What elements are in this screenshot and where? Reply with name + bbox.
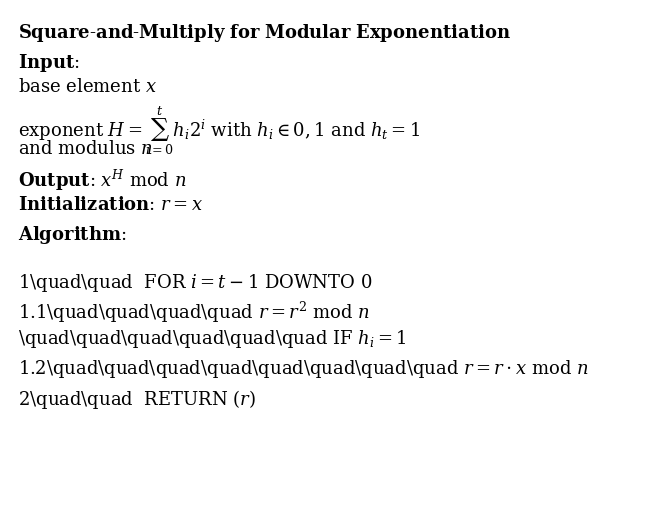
Text: $\mathbf{Initialization}$: $r = x$: $\mathbf{Initialization}$: $r = x$	[18, 196, 203, 214]
Text: \quad\quad\quad\quad\quad\quad IF $h_i = 1$: \quad\quad\quad\quad\quad\quad IF $h_i =…	[18, 328, 407, 350]
Text: exponent $H = \sum_{i=0}^{t} h_i 2^i$ with $h_i \in 0, 1$ and $h_t = 1$: exponent $H = \sum_{i=0}^{t} h_i 2^i$ wi…	[18, 104, 420, 157]
Text: $\mathbf{Square\text{-}and\text{-}Multiply\ for\ Modular\ Exponentiation}$: $\mathbf{Square\text{-}and\text{-}Multip…	[18, 22, 511, 44]
Text: $\mathbf{Output}$: $x^H$ mod $n$: $\mathbf{Output}$: $x^H$ mod $n$	[18, 168, 186, 193]
Text: 1.2\quad\quad\quad\quad\quad\quad\quad\quad $r = r \cdot x$ mod $n$: 1.2\quad\quad\quad\quad\quad\quad\quad\q…	[18, 358, 589, 380]
Text: 2\quad\quad  RETURN $(r)$: 2\quad\quad RETURN $(r)$	[18, 388, 256, 411]
Text: 1.1\quad\quad\quad\quad $r = r^2$ mod $n$: 1.1\quad\quad\quad\quad $r = r^2$ mod $n…	[18, 300, 370, 325]
Text: and modulus $n$: and modulus $n$	[18, 140, 153, 158]
Text: $\mathbf{Algorithm}$:: $\mathbf{Algorithm}$:	[18, 224, 126, 246]
Text: $\mathbf{Input}$:: $\mathbf{Input}$:	[18, 52, 79, 74]
Text: base element $x$: base element $x$	[18, 78, 157, 96]
Text: 1\quad\quad  FOR $i = t-1$ DOWNTO 0: 1\quad\quad FOR $i = t-1$ DOWNTO 0	[18, 272, 373, 294]
